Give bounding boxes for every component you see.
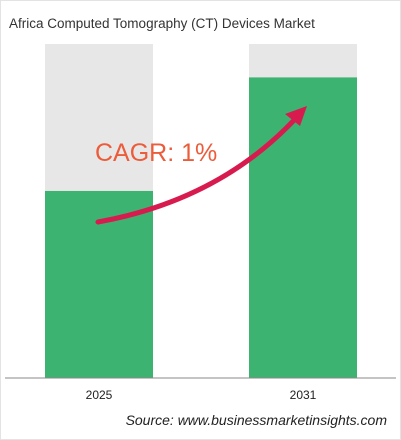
cagr-arrowhead — [285, 106, 307, 126]
x-tick-label-2025: 2025 — [86, 388, 113, 402]
x-tick-labels: 2025 2031 — [86, 388, 317, 402]
bar-2031 — [249, 77, 357, 379]
x-tick-label-2031: 2031 — [290, 388, 317, 402]
cagr-label: CAGR: 1% — [95, 139, 217, 167]
chart-title: Africa Computed Tomography (CT) Devices … — [9, 16, 315, 31]
cagr-arrow — [95, 114, 300, 225]
source-credit: Source: www.businessmarketinsights.com — [125, 412, 387, 428]
bar-2025 — [45, 190, 153, 378]
bar-group — [45, 44, 357, 379]
